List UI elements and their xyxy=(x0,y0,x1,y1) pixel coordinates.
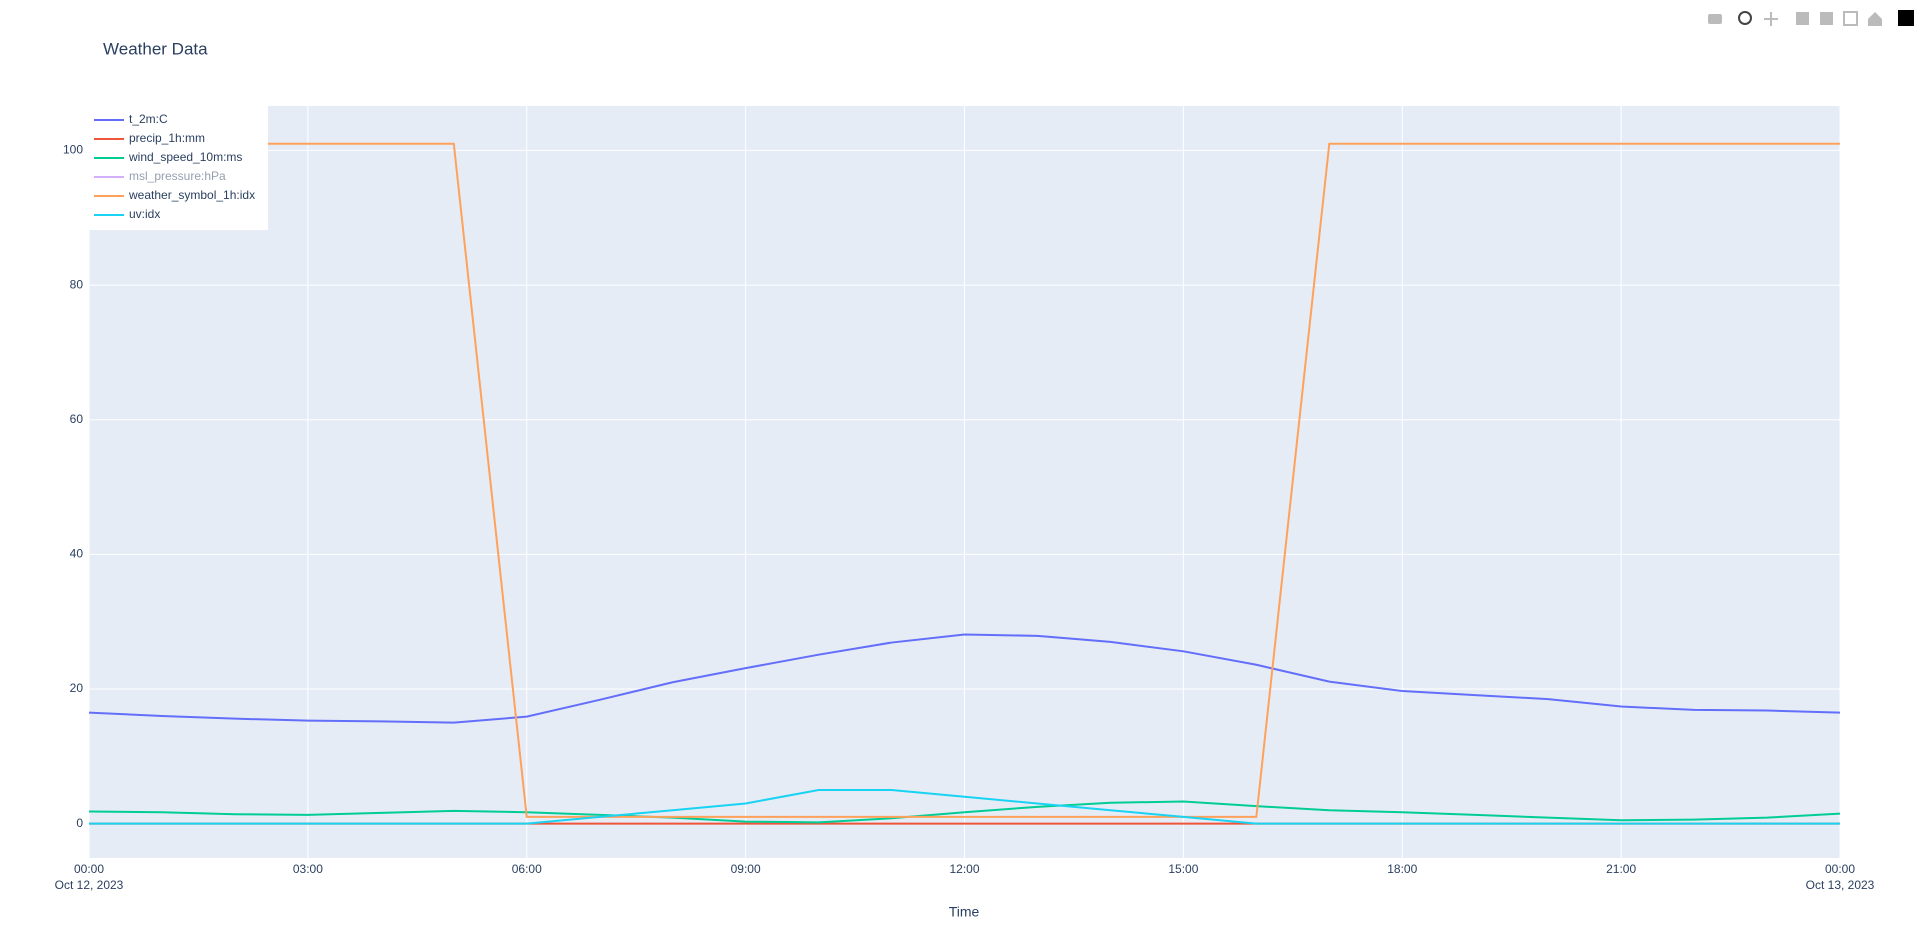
y-tick-label: 80 xyxy=(70,277,84,291)
series-line xyxy=(88,800,1841,824)
autoscale-icon[interactable] xyxy=(1843,11,1858,26)
y-tick-label: 60 xyxy=(70,412,84,426)
y-tick-label: 40 xyxy=(70,547,84,561)
modebar[interactable] xyxy=(1708,10,1914,26)
x-tick-label: 09:00 xyxy=(731,862,761,876)
series-line xyxy=(89,142,1840,818)
home-icon[interactable] xyxy=(1868,12,1882,26)
x-tick-sublabel: Oct 12, 2023 xyxy=(55,878,124,892)
x-tick-label: 03:00 xyxy=(293,862,323,876)
legend-label[interactable]: weather_symbol_1h:idx xyxy=(128,188,255,202)
x-tick-label: 00:00 xyxy=(1825,862,1855,876)
camera-icon[interactable] xyxy=(1708,14,1722,24)
x-tick-label: 18:00 xyxy=(1387,862,1417,876)
legend-label[interactable]: uv:idx xyxy=(129,207,160,221)
x-axis-label: Time xyxy=(949,904,980,920)
y-tick-label: 0 xyxy=(76,816,83,830)
series-line xyxy=(88,633,1841,724)
y-tick-label: 100 xyxy=(63,143,83,157)
zoom-icon[interactable] xyxy=(1738,11,1752,25)
legend-label[interactable]: precip_1h:mm xyxy=(129,131,205,145)
x-tick-label: 15:00 xyxy=(1168,862,1198,876)
x-tick-label: 06:00 xyxy=(512,862,542,876)
zoom-out-icon[interactable] xyxy=(1820,12,1833,25)
legend-label[interactable]: msl_pressure:hPa xyxy=(129,169,226,183)
x-tick-sublabel: Oct 13, 2023 xyxy=(1806,878,1875,892)
y-tick-label: 20 xyxy=(70,681,84,695)
plotly-logo[interactable] xyxy=(1898,10,1914,26)
zoom-in-icon[interactable] xyxy=(1796,12,1809,25)
legend-box xyxy=(89,106,268,230)
legend-label[interactable]: wind_speed_10m:ms xyxy=(128,150,242,164)
series-line xyxy=(89,789,1840,825)
chart-title: Weather Data xyxy=(103,39,208,58)
x-tick-label: 21:00 xyxy=(1606,862,1636,876)
legend: t_2m:C precip_1h:mm wind_speed_10m:ms msl_p… xyxy=(89,106,268,230)
legend-label[interactable]: t_2m:C xyxy=(129,112,168,126)
pan-icon[interactable] xyxy=(1764,12,1778,26)
x-tick-label: 12:00 xyxy=(949,862,979,876)
x-tick-label: 00:00 xyxy=(74,862,104,876)
